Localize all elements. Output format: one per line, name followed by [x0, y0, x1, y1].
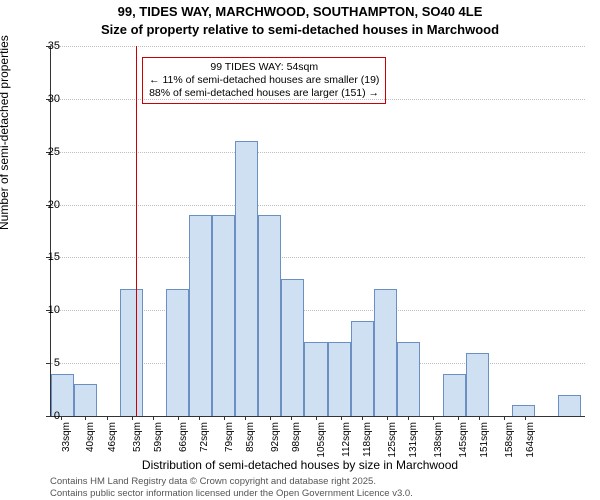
y-axis-label: Number of semi-detached properties: [0, 35, 11, 230]
x-tick: [178, 416, 179, 420]
x-tick-label: 112sqm: [341, 422, 352, 462]
x-tick: [199, 416, 200, 420]
x-tick: [107, 416, 108, 420]
histogram-bar: [512, 405, 535, 416]
y-tick-label: 15: [32, 251, 60, 263]
x-tick-label: 118sqm: [362, 422, 373, 462]
gridline: [51, 257, 585, 258]
histogram-bar: [258, 215, 281, 416]
x-tick-label: 125sqm: [387, 422, 398, 462]
x-tick-label: 98sqm: [291, 422, 302, 462]
x-tick: [408, 416, 409, 420]
x-tick-label: 151sqm: [479, 422, 490, 462]
histogram-bar: [120, 289, 143, 416]
x-tick: [341, 416, 342, 420]
histogram-bar: [466, 353, 489, 416]
x-tick: [153, 416, 154, 420]
x-tick: [224, 416, 225, 420]
histogram-bar: [443, 374, 466, 416]
annotation-line: ← 11% of semi-detached houses are smalle…: [149, 74, 379, 87]
histogram-bar: [212, 215, 235, 416]
histogram-bar: [558, 395, 581, 416]
x-tick: [525, 416, 526, 420]
x-tick-label: 92sqm: [270, 422, 281, 462]
annotation-line: 99 TIDES WAY: 54sqm: [149, 61, 379, 74]
x-tick-label: 158sqm: [504, 422, 515, 462]
histogram-chart: 99, TIDES WAY, MARCHWOOD, SOUTHAMPTON, S…: [0, 0, 600, 500]
x-tick: [387, 416, 388, 420]
x-tick-label: 145sqm: [458, 422, 469, 462]
histogram-bar: [74, 384, 97, 416]
y-tick-label: 5: [32, 357, 60, 369]
histogram-bar: [351, 321, 374, 416]
gridline: [51, 46, 585, 47]
plot-area: 99 TIDES WAY: 54sqm← 11% of semi-detache…: [50, 46, 585, 417]
reference-line: [136, 46, 137, 416]
gridline: [51, 205, 585, 206]
x-tick: [362, 416, 363, 420]
x-tick: [291, 416, 292, 420]
x-tick-label: 72sqm: [199, 422, 210, 462]
gridline: [51, 152, 585, 153]
footnote-1: Contains HM Land Registry data © Crown c…: [50, 476, 376, 487]
y-tick-label: 30: [32, 93, 60, 105]
histogram-bar: [304, 342, 327, 416]
x-tick: [479, 416, 480, 420]
y-tick-label: 10: [32, 304, 60, 316]
x-tick-label: 79sqm: [224, 422, 235, 462]
histogram-bar: [166, 289, 189, 416]
histogram-bar: [281, 279, 304, 416]
histogram-bar: [374, 289, 397, 416]
x-tick-label: 131sqm: [408, 422, 419, 462]
x-tick: [433, 416, 434, 420]
x-tick-label: 66sqm: [178, 422, 189, 462]
x-tick-label: 164sqm: [525, 422, 536, 462]
y-tick-label: 0: [32, 410, 60, 422]
x-tick-label: 53sqm: [132, 422, 143, 462]
histogram-bar: [189, 215, 212, 416]
x-tick-label: 46sqm: [107, 422, 118, 462]
y-tick-label: 20: [32, 199, 60, 211]
y-tick-label: 25: [32, 146, 60, 158]
x-tick-label: 33sqm: [61, 422, 72, 462]
histogram-bar: [397, 342, 420, 416]
footnote-2: Contains public sector information licen…: [50, 488, 413, 499]
x-tick: [270, 416, 271, 420]
x-tick-label: 105sqm: [316, 422, 327, 462]
x-tick: [85, 416, 86, 420]
x-tick: [245, 416, 246, 420]
chart-title-line2: Size of property relative to semi-detach…: [0, 22, 600, 37]
annotation-line: 88% of semi-detached houses are larger (…: [149, 87, 379, 100]
chart-title-line1: 99, TIDES WAY, MARCHWOOD, SOUTHAMPTON, S…: [0, 4, 600, 19]
histogram-bar: [328, 342, 351, 416]
x-tick: [61, 416, 62, 420]
x-tick: [132, 416, 133, 420]
annotation-box: 99 TIDES WAY: 54sqm← 11% of semi-detache…: [142, 57, 386, 104]
x-tick: [316, 416, 317, 420]
y-tick-label: 35: [32, 40, 60, 52]
x-tick-label: 59sqm: [153, 422, 164, 462]
x-tick-label: 85sqm: [245, 422, 256, 462]
x-tick-label: 138sqm: [433, 422, 444, 462]
x-tick-label: 40sqm: [85, 422, 96, 462]
x-tick: [458, 416, 459, 420]
x-tick: [504, 416, 505, 420]
histogram-bar: [235, 141, 258, 416]
